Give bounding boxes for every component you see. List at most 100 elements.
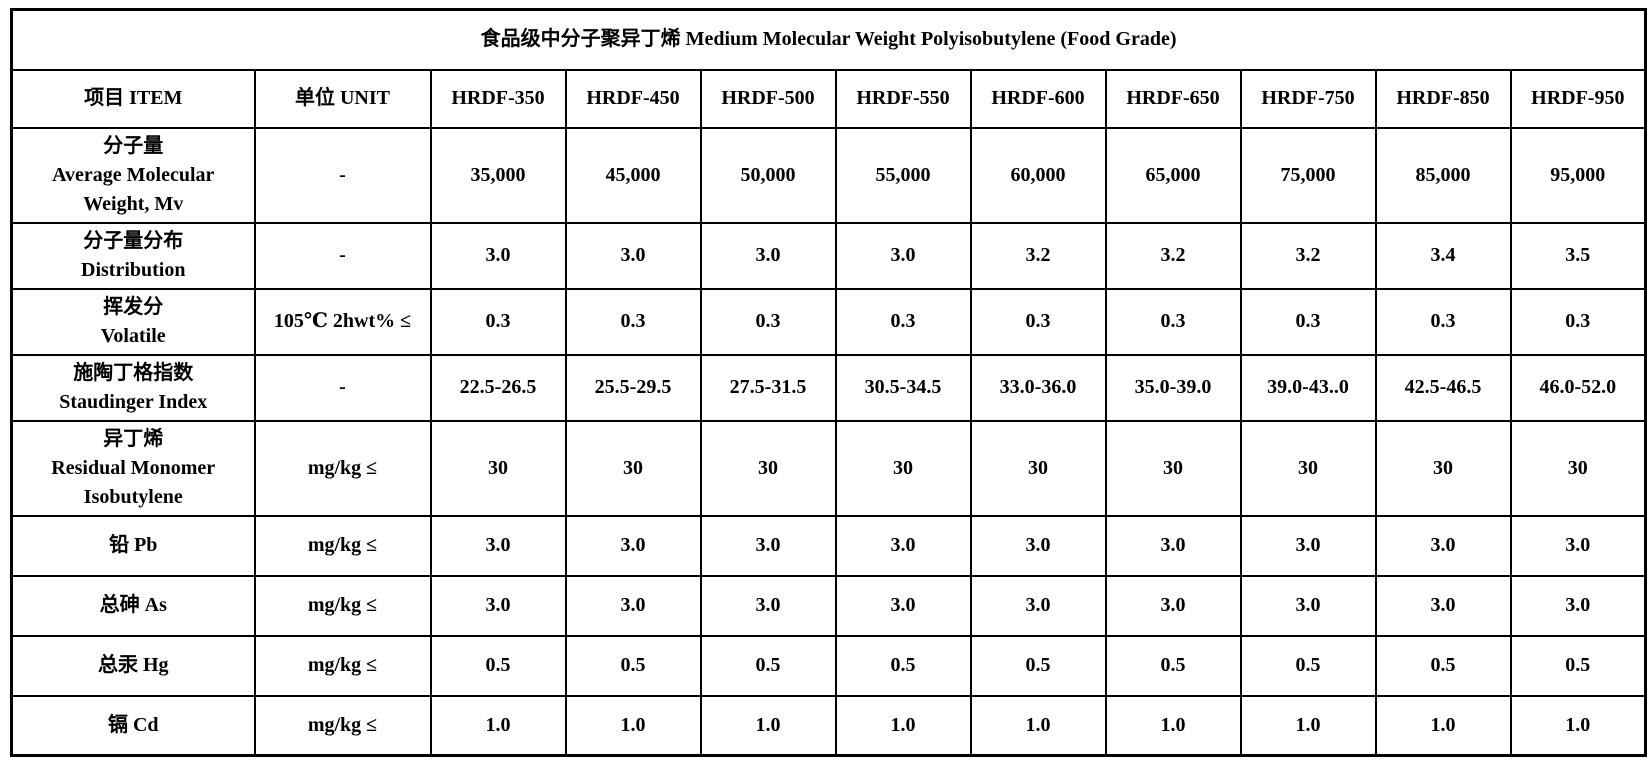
spec-row: 总砷 As mg/kg ≤3.0 3.0 3.0 3.0 3.0 3.0 3.0 3.0 3.0 xyxy=(10,574,1647,637)
item-cell: 总汞 Hg xyxy=(10,634,256,697)
spec-table-head-section: 食品级中分子聚异丁烯 Medium Molecular Weight Polyi… xyxy=(10,8,1647,129)
spec-row: 镉 Cd mg/kg ≤1.0 1.0 1.0 1.0 1.0 1.0 1.0 1.0 1.0 xyxy=(10,694,1647,757)
unit-cell: - xyxy=(253,353,432,422)
header-row: 项目 ITEM 单位 UNIT HRDF-350 HRDF-450 HRDF-500… xyxy=(10,68,1647,129)
value-cell: 3.0 xyxy=(1374,514,1512,577)
value-cell: 3.0 xyxy=(969,574,1107,637)
value-cell: 3.0 xyxy=(699,514,837,577)
value-cell: 0.5 xyxy=(834,634,972,697)
value-cell: 39.0-43..0 xyxy=(1239,353,1377,422)
item-line: Residual Monomer xyxy=(51,456,216,479)
unit-cell: - xyxy=(253,126,432,224)
item-line: Isobutylene xyxy=(83,485,183,508)
value-cell: 30 xyxy=(1509,419,1647,517)
spec-table: 食品级中分子聚异丁烯 Medium Molecular Weight Polyi… xyxy=(10,8,1648,757)
value-cell: 0.3 xyxy=(564,287,702,356)
value-cell: 3.0 xyxy=(834,514,972,577)
item-cell: 镉 Cd xyxy=(10,694,256,757)
value-cell: 0.5 xyxy=(1374,634,1512,697)
value-cell: 1.0 xyxy=(429,694,567,757)
item-cell: 总砷 As xyxy=(10,574,256,637)
value-cell: 0.5 xyxy=(969,634,1107,697)
item-line: 铅 Pb xyxy=(109,534,158,556)
item-line: 分子量分布 xyxy=(83,229,184,252)
value-cell: 42.5-46.5 xyxy=(1374,353,1512,422)
value-cell: 1.0 xyxy=(699,694,837,757)
value-cell: 0.5 xyxy=(564,634,702,697)
item-line: 分子量 xyxy=(103,134,164,157)
header-cell-item: 项目 ITEM xyxy=(10,68,256,129)
value-cell: 3.0 xyxy=(1509,574,1647,637)
value-cell: 0.5 xyxy=(429,634,567,697)
value-cell: 3.0 xyxy=(1239,574,1377,637)
spec-row: 挥发分 Volatile 105℃ 2hwt% ≤0.3 0.3 0.3 0.3 0.3 0.… xyxy=(10,287,1647,356)
unit-cell: mg/kg ≤ xyxy=(253,694,432,757)
value-cell: 1.0 xyxy=(564,694,702,757)
spec-row: 分子量分布 Distribution -3.0 3.0 3.0 3.0 3.2 3.2 3.2 3… xyxy=(10,221,1647,290)
value-cell: 3.2 xyxy=(969,221,1107,290)
value-cell: 3.2 xyxy=(1104,221,1242,290)
value-cell: 3.0 xyxy=(969,514,1107,577)
item-cell: 分子量 Average Molecular Weight, Mv xyxy=(10,126,256,224)
value-cell: 3.0 xyxy=(699,221,837,290)
title-row: 食品级中分子聚异丁烯 Medium Molecular Weight Polyi… xyxy=(10,8,1647,71)
spec-row: 施陶丁格指数 Staudinger Index -22.5-26.5 25.5-29.… xyxy=(10,353,1647,422)
value-cell: 3.0 xyxy=(1374,574,1512,637)
item-line: 异丁烯 xyxy=(103,427,164,450)
value-cell: 0.5 xyxy=(1509,634,1647,697)
value-cell: 3.0 xyxy=(1239,514,1377,577)
value-cell: 85,000 xyxy=(1374,126,1512,224)
spec-row: 分子量 Average Molecular Weight, Mv -35,000 45,… xyxy=(10,126,1647,224)
value-cell: 75,000 xyxy=(1239,126,1377,224)
item-cell: 异丁烯 Residual Monomer Isobutylene xyxy=(10,419,256,517)
value-cell: 1.0 xyxy=(1509,694,1647,757)
value-cell: 30 xyxy=(1104,419,1242,517)
value-cell: 1.0 xyxy=(1239,694,1377,757)
item-line: Average Molecular xyxy=(52,163,215,186)
value-cell: 3.0 xyxy=(429,574,567,637)
header-cell-hrdf-600: HRDF-600 xyxy=(969,68,1107,129)
value-cell: 0.3 xyxy=(1104,287,1242,356)
value-cell: 60,000 xyxy=(969,126,1107,224)
value-cell: 0.3 xyxy=(429,287,567,356)
header-cell-hrdf-550: HRDF-550 xyxy=(834,68,972,129)
value-cell: 3.0 xyxy=(699,574,837,637)
value-cell: 35.0-39.0 xyxy=(1104,353,1242,422)
value-cell: 27.5-31.5 xyxy=(699,353,837,422)
value-cell: 3.0 xyxy=(564,574,702,637)
value-cell: 0.3 xyxy=(1509,287,1647,356)
item-line: Distribution xyxy=(81,258,186,281)
value-cell: 50,000 xyxy=(699,126,837,224)
unit-cell: mg/kg ≤ xyxy=(253,514,432,577)
value-cell: 30 xyxy=(834,419,972,517)
value-cell: 0.3 xyxy=(1239,287,1377,356)
item-line: 挥发分 xyxy=(103,295,164,318)
unit-cell: mg/kg ≤ xyxy=(253,574,432,637)
value-cell: 3.0 xyxy=(1104,574,1242,637)
value-cell: 3.0 xyxy=(564,514,702,577)
value-cell: 30.5-34.5 xyxy=(834,353,972,422)
value-cell: 30 xyxy=(1239,419,1377,517)
value-cell: 1.0 xyxy=(1374,694,1512,757)
item-line: 镉 Cd xyxy=(107,713,159,736)
value-cell: 3.0 xyxy=(1509,514,1647,577)
item-line: 总砷 As xyxy=(99,594,167,616)
unit-cell: 105℃ 2hwt% ≤ xyxy=(253,287,432,356)
value-cell: 3.0 xyxy=(429,221,567,290)
value-cell: 45,000 xyxy=(564,126,702,224)
value-cell: 0.3 xyxy=(834,287,972,356)
header-cell-hrdf-350: HRDF-350 xyxy=(429,68,567,129)
value-cell: 0.3 xyxy=(969,287,1107,356)
value-cell: 1.0 xyxy=(969,694,1107,757)
item-cell: 分子量分布 Distribution xyxy=(10,221,256,290)
value-cell: 3.5 xyxy=(1509,221,1647,290)
value-cell: 65,000 xyxy=(1104,126,1242,224)
value-cell: 30 xyxy=(699,419,837,517)
value-cell: 30 xyxy=(564,419,702,517)
value-cell: 3.0 xyxy=(1104,514,1242,577)
header-cell-hrdf-950: HRDF-950 xyxy=(1509,68,1647,129)
item-cell: 施陶丁格指数 Staudinger Index xyxy=(10,353,256,422)
spec-row: 异丁烯 Residual Monomer Isobutylene mg/kg ≤30 3… xyxy=(10,419,1647,517)
value-cell: 0.5 xyxy=(1104,634,1242,697)
